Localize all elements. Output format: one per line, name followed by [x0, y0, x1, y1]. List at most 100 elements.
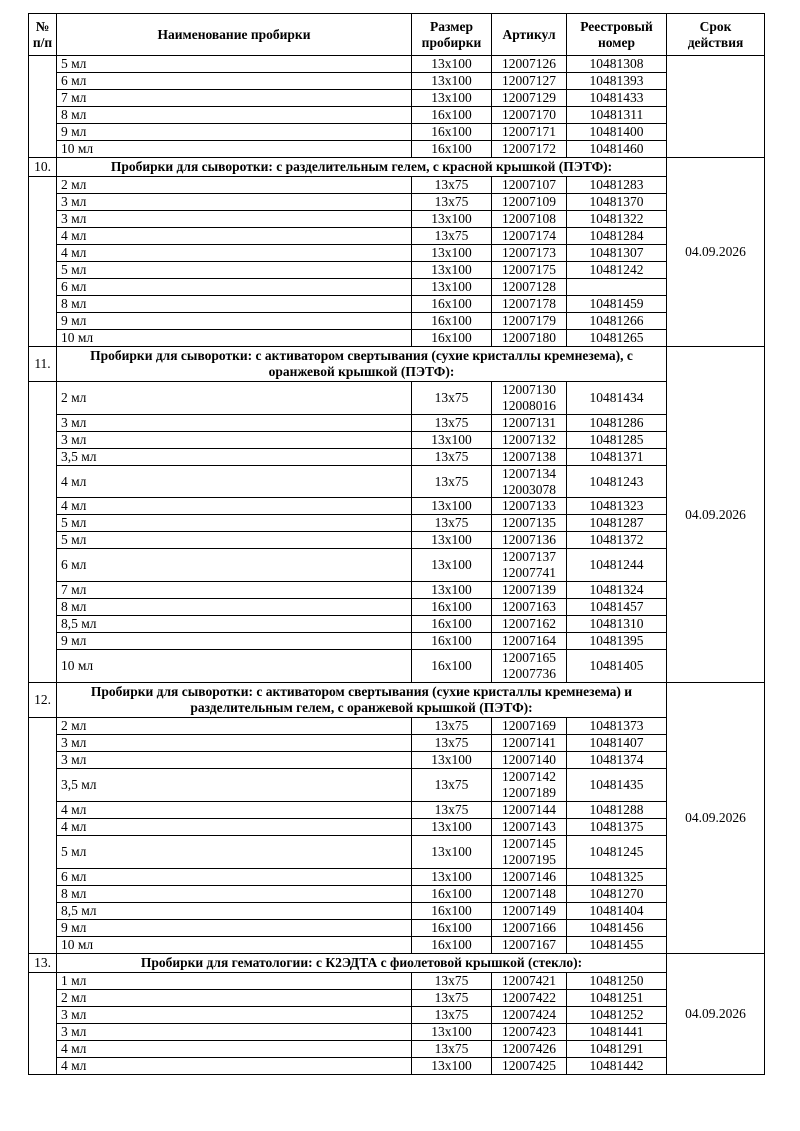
tube-name-cell: 3 мл: [56, 733, 412, 752]
tube-name-cell: 5 мл: [56, 514, 412, 533]
article-cell: 12007139: [491, 581, 567, 600]
registry-number-cell: 10481372: [566, 531, 667, 550]
table-row: 6 мл 13x100 12007146 10481325: [29, 867, 765, 886]
tube-size-cell: 13x75: [411, 716, 492, 735]
table-row: 3 мл 13x75 12007141 10481407: [29, 733, 765, 752]
table-row: 5 мл 13x100 12007126 10481308: [28, 55, 765, 158]
article-cell: 12007170: [491, 106, 567, 124]
article-cell: 12007163: [491, 598, 567, 617]
tube-size-cell: 13x75: [411, 226, 492, 245]
tube-name-cell: 8,5 мл: [56, 615, 412, 634]
article-cell: 12007138: [491, 447, 567, 466]
tube-name-cell: 4 мл: [56, 243, 412, 262]
article-cell: 12007173: [491, 243, 567, 262]
article-cell: 12007172: [491, 140, 567, 158]
tube-size-cell: 16x100: [411, 106, 492, 124]
table-row: 10 мл 16x100 12007167 10481455: [29, 935, 765, 954]
article-cell: 12007162: [491, 615, 567, 634]
table-row: 3 мл 13x100 12007423 10481441: [29, 1022, 765, 1041]
article-cell: 12007144: [491, 800, 567, 819]
tube-size-cell: 13x75: [411, 733, 492, 752]
registry-number-cell: 10481441: [566, 1022, 667, 1041]
article-cell: 12007141: [491, 733, 567, 752]
table-row: 6 мл 13x100 12007137 12007741 10481244: [29, 548, 765, 583]
registry-number-cell: [566, 277, 667, 296]
article-cell: 12007134 12003078: [491, 464, 567, 499]
table-row: 3,5 мл 13x75 12007138 10481371: [29, 447, 765, 466]
table-row: 8 мл 16x100 12007178 10481459: [29, 294, 765, 313]
tube-name-cell: 10 мл: [56, 140, 412, 158]
tube-size-cell: 13x75: [411, 447, 492, 466]
tube-name-cell: 7 мл: [56, 581, 412, 600]
article-cell: 12007149: [491, 901, 567, 920]
tube-name-cell: 2 мл: [56, 380, 412, 415]
registry-number-cell: 10481242: [566, 260, 667, 279]
tube-size-cell: 13x100: [411, 817, 492, 836]
registry-number-cell: 10481307: [566, 243, 667, 262]
tube-name-cell: 1 мл: [56, 971, 412, 990]
article-cell: 12007107: [491, 175, 567, 194]
tube-name-cell: 7 мл: [56, 89, 412, 107]
table-header: № п/п Наименование пробирки Размер проби…: [28, 13, 765, 56]
table-row: 5 мл 13x100 12007136 10481372: [29, 531, 765, 550]
tube-size-cell: 13x75: [411, 800, 492, 819]
header-validity: Срок действия: [666, 13, 765, 56]
section-title-cell: Пробирки для гематологии: с К2ЭДТА с фио…: [56, 952, 667, 973]
tube-size-cell: 13x100: [411, 867, 492, 886]
tube-size-cell: 13x100: [411, 277, 492, 296]
tube-size-cell: 13x100: [411, 581, 492, 600]
article-cell: 12007166: [491, 918, 567, 937]
table-row: 2 мл 13x75 12007422 10481251: [29, 988, 765, 1007]
table-row: 3 мл 13x75 12007109 10481370: [29, 192, 765, 211]
tube-size-cell: 16x100: [411, 123, 492, 141]
tube-size-cell: 13x75: [411, 380, 492, 415]
tube-name-cell: 6 мл: [56, 548, 412, 583]
tube-size-cell: 13x75: [411, 514, 492, 533]
table-row: 4 мл 13x75 12007134 12003078 10481243: [29, 464, 765, 499]
registry-number-cell: 10481284: [566, 226, 667, 245]
tube-name-cell: 3 мл: [56, 1022, 412, 1041]
tube-name-cell: 4 мл: [56, 817, 412, 836]
section-header-row: 11. Пробирки для сыворотки: с активатором…: [28, 345, 765, 684]
row-number-cell: [28, 971, 57, 1075]
table-row: 4 мл 13x100 12007133 10481323: [29, 497, 765, 516]
article-cell: 12007136: [491, 531, 567, 550]
tube-name-cell: 5 мл: [56, 55, 412, 73]
table-row: 9 мл 16x100 12007179 10481266: [29, 311, 765, 330]
table-row: 8,5 мл 16x100 12007149 10481404: [29, 901, 765, 920]
tube-name-cell: 3 мл: [56, 750, 412, 769]
tube-size-cell: 13x100: [411, 55, 492, 73]
tube-size-cell: 13x100: [411, 1022, 492, 1041]
table-row: 8 мл 16x100 12007163 10481457: [29, 598, 765, 617]
validity-cell: 04.09.2026: [666, 682, 765, 954]
tube-size-cell: 13x75: [411, 1039, 492, 1058]
article-cell: 12007174: [491, 226, 567, 245]
tube-size-cell: 13x75: [411, 767, 492, 802]
tube-size-cell: 13x100: [411, 430, 492, 449]
table-row: 4 мл 13x75 12007426 10481291: [29, 1039, 765, 1058]
article-cell: 12007165 12007736: [491, 649, 567, 684]
table-row: 10 мл 16x100 12007180 10481265: [29, 328, 765, 347]
validity-cell: 04.09.2026: [666, 345, 765, 684]
registry-number-cell: 10481370: [566, 192, 667, 211]
table-header-row: № п/п Наименование пробирки Размер проби…: [28, 13, 765, 56]
tube-size-cell: 13x75: [411, 464, 492, 499]
tube-size-cell: 13x75: [411, 1005, 492, 1024]
tube-name-cell: 4 мл: [56, 497, 412, 516]
table-row: 8 мл 16x100 12007148 10481270: [29, 884, 765, 903]
article-cell: 12007126: [491, 55, 567, 73]
registry-number-cell: 10481285: [566, 430, 667, 449]
tube-name-cell: 3 мл: [56, 413, 412, 432]
article-cell: 12007422: [491, 988, 567, 1007]
registry-table: № п/п Наименование пробирки Размер проби…: [28, 13, 765, 1075]
tube-name-cell: 8 мл: [56, 294, 412, 313]
registry-number-cell: 10481373: [566, 716, 667, 735]
row-number-cell: [28, 380, 57, 684]
table-row: 2 мл 13x75 12007107 10481283: [28, 175, 765, 347]
tube-name-cell: 6 мл: [56, 72, 412, 90]
tube-size-cell: 13x100: [411, 243, 492, 262]
section-number-cell: 12.: [28, 682, 57, 718]
tube-name-cell: 2 мл: [56, 988, 412, 1007]
tube-name-cell: 3,5 мл: [56, 447, 412, 466]
article-cell: 12007131: [491, 413, 567, 432]
